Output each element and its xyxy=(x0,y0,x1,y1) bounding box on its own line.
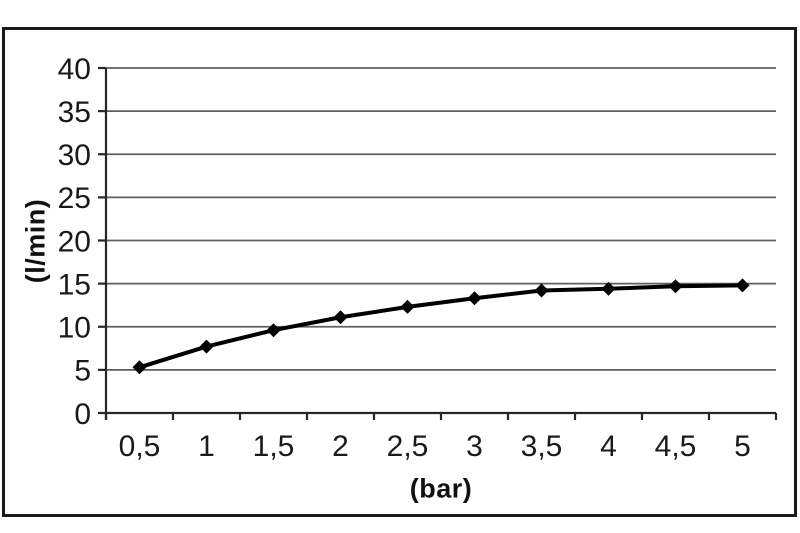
series-line xyxy=(137,283,745,370)
data-point-marker xyxy=(132,360,147,375)
x-tick-label: 4 xyxy=(600,430,617,463)
x-tick-label: 3,5 xyxy=(521,430,563,463)
data-point-marker xyxy=(668,279,683,294)
y-tick-label: 30 xyxy=(58,139,91,172)
data-point-marker xyxy=(601,281,616,296)
data-point-marker xyxy=(400,299,415,314)
y-tick-label: 5 xyxy=(74,355,91,388)
data-point-marker xyxy=(735,278,750,293)
x-tick-label: 2 xyxy=(332,430,349,463)
y-tick-label: 35 xyxy=(58,96,91,129)
data-point-marker xyxy=(467,291,482,306)
x-tick-label: 1 xyxy=(198,430,215,463)
y-tick-label: 15 xyxy=(58,268,91,301)
data-point-marker xyxy=(333,310,348,325)
data-point-marker xyxy=(534,283,549,298)
x-tick-label: 4,5 xyxy=(655,430,697,463)
x-tick-label: 3 xyxy=(466,430,483,463)
y-tick-label: 0 xyxy=(74,398,91,431)
x-tick-label: 2,5 xyxy=(387,430,429,463)
x-axis-title: (bar) xyxy=(409,473,473,504)
y-axis-title: (l/min) xyxy=(20,198,51,284)
y-tick-label: 10 xyxy=(58,312,91,345)
x-tick-label: 1,5 xyxy=(253,430,295,463)
y-tick-label: 25 xyxy=(58,182,91,215)
data-point-marker xyxy=(199,339,214,354)
figure-border xyxy=(2,27,797,517)
data-point-marker xyxy=(266,323,281,338)
x-tick-label: 0,5 xyxy=(119,430,161,463)
y-tick-label: 20 xyxy=(58,225,91,258)
y-tick-label: 40 xyxy=(58,53,91,86)
x-tick-label: 5 xyxy=(734,430,751,463)
